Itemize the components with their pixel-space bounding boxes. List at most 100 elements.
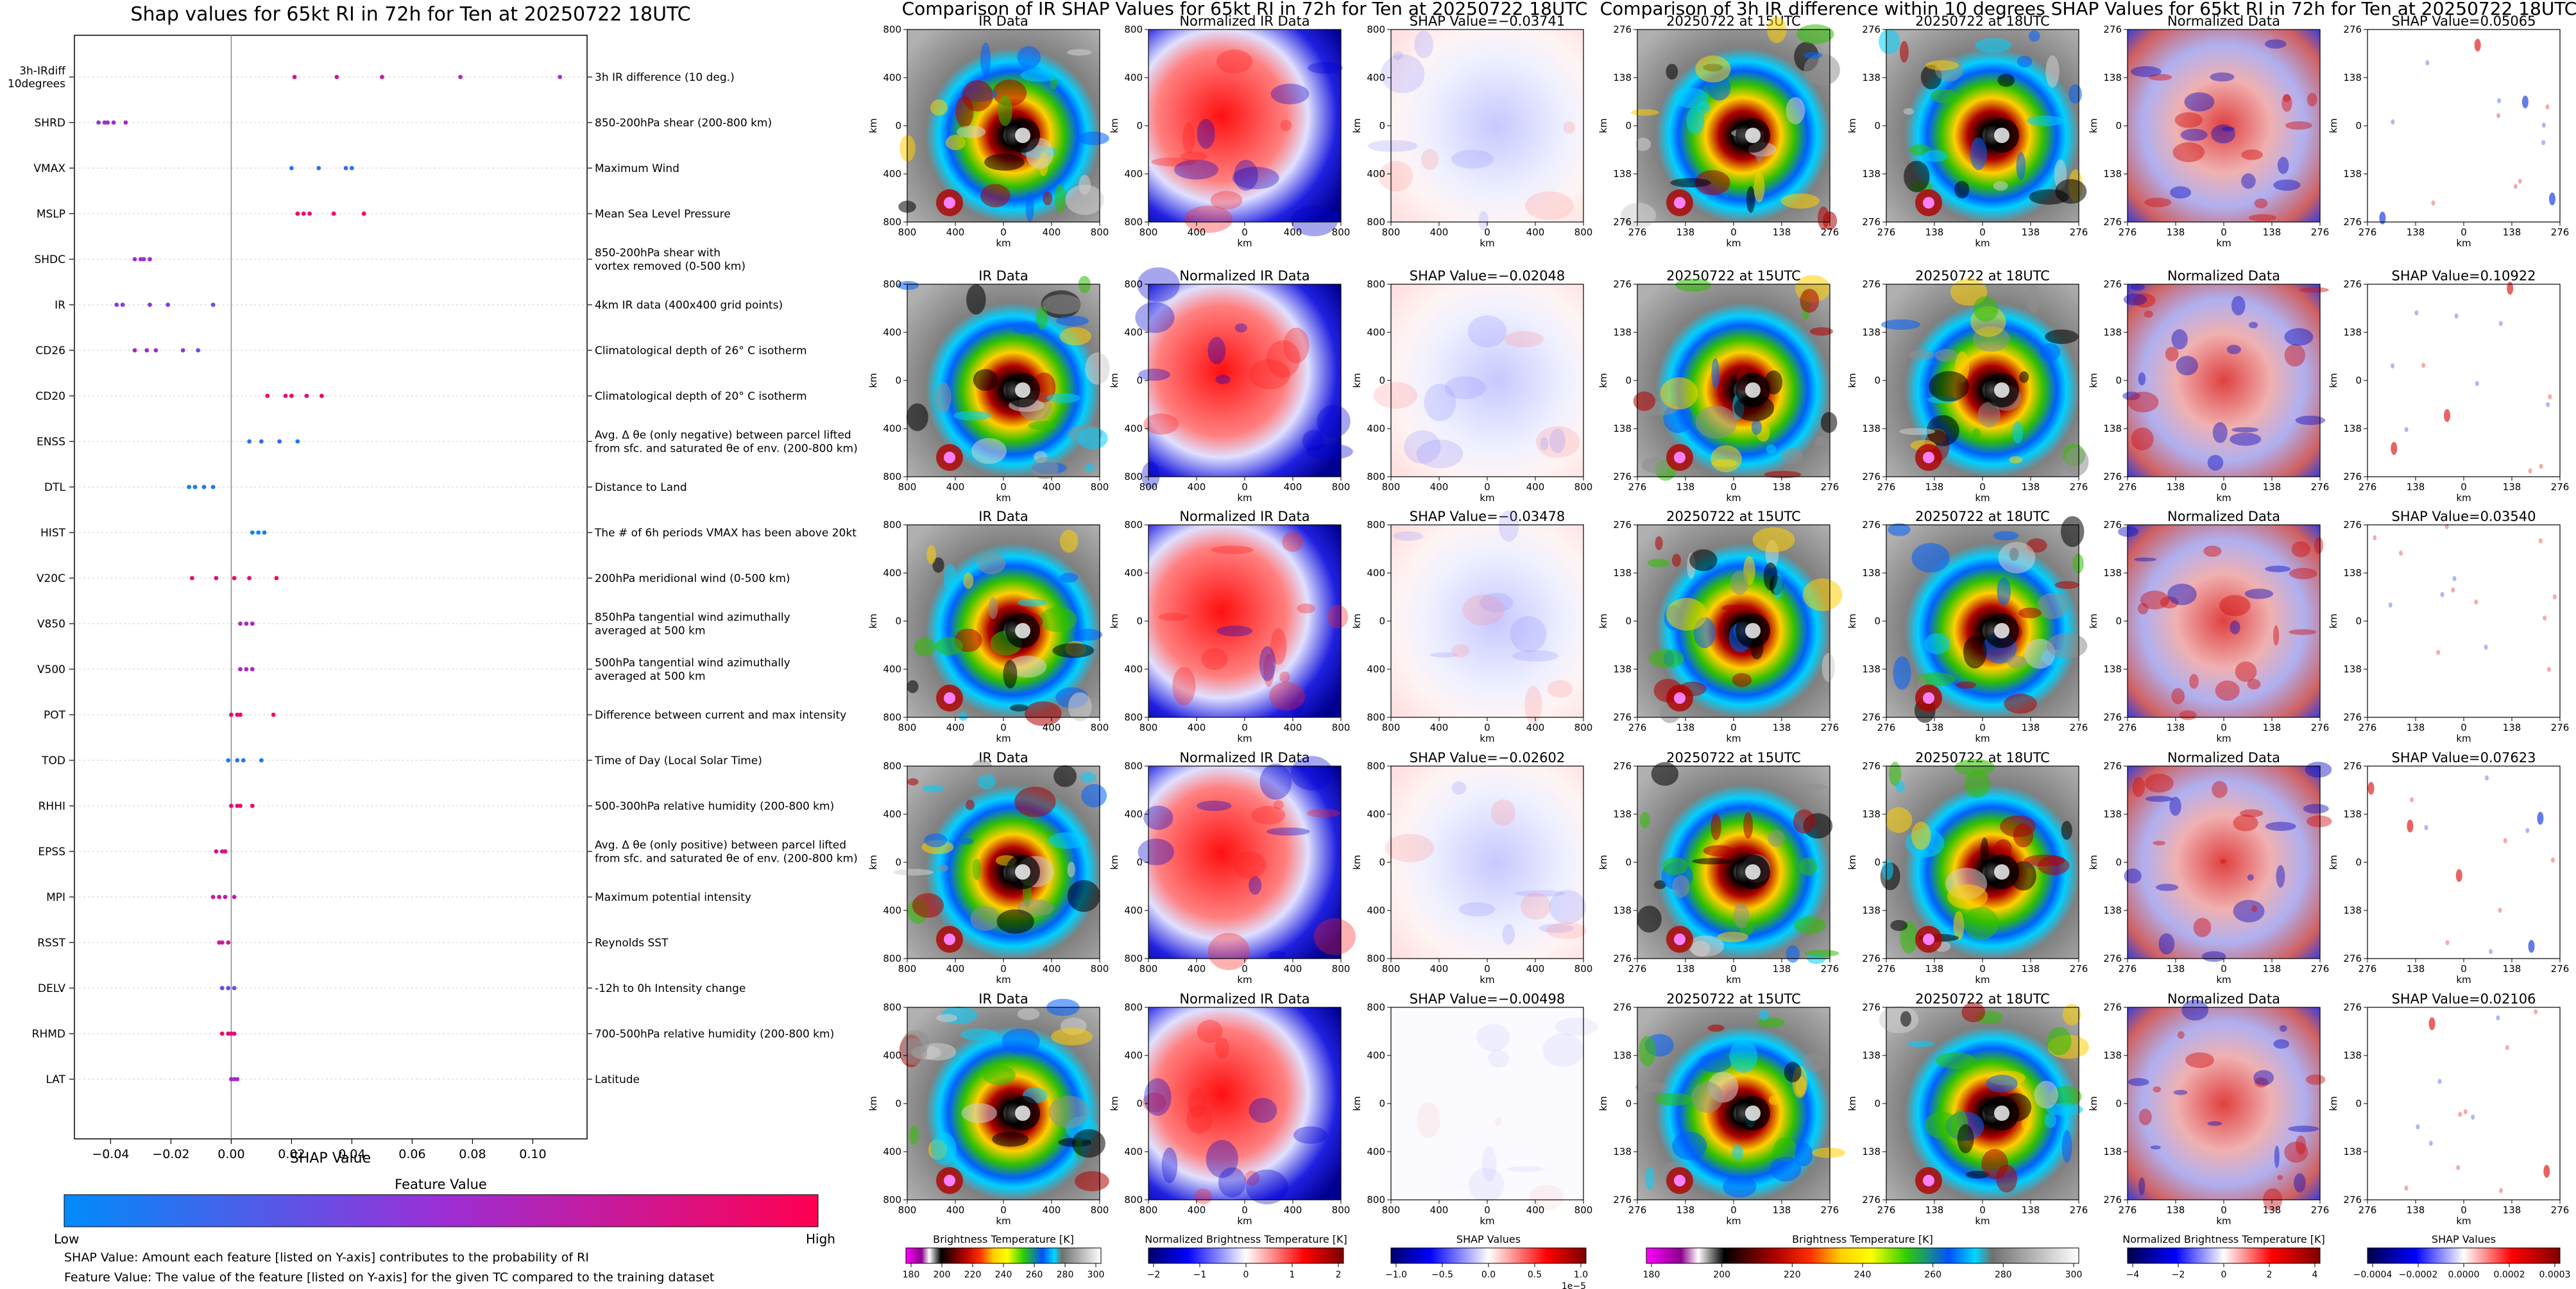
axis-label: km [1351,855,1363,869]
axis-tick-label: 400 [883,808,901,820]
axis-tick-label: 800 [898,1204,917,1216]
axis-tick-label: 400 [1188,1204,1206,1216]
colorbar-tick: 180 [1643,1270,1660,1280]
feature-description: Distance to Land [595,481,687,494]
colorbar-tick: 280 [1995,1270,2012,1280]
axis-tick-label: 138 [1925,226,1944,238]
ir-shap-panel: SHAP Value=−0.02602800800400400004004008… [1351,750,1592,986]
axis-tick-label: 0 [1730,226,1737,238]
colorbar-tick: 300 [2065,1270,2083,1280]
shap-point [96,120,101,125]
axis-tick-label: 138 [1613,72,1632,83]
feature-label-ir: IR [55,299,65,312]
axis-tick-label: 0 [1625,857,1632,868]
axis-tick-label: 276 [1628,722,1647,733]
axis-label: km [2456,974,2471,986]
axis-label: km [1598,855,1609,869]
shap-point [217,894,221,900]
panel-title: SHAP Value=0.02106 [2392,991,2536,1007]
shap-point [250,803,255,808]
axis-tick-label: 138 [2407,481,2425,493]
axis-tick-label: 400 [1188,226,1206,238]
axis-tick-label: 0 [1730,722,1737,733]
axis-tick-label: 276 [2343,519,2362,531]
axis-tick-label: 138 [2103,1050,2122,1061]
axis-tick-label: 276 [2119,226,2137,238]
axis-tick-label: 276 [2103,953,2122,964]
axis-tick-label: 138 [2407,1204,2425,1216]
panel-title: Normalized IR Data [1179,750,1309,765]
feature-label-mslp: MSLP [37,208,65,221]
feature-description: Maximum potential intensity [595,891,751,904]
axis-tick-label: 800 [1124,519,1143,531]
axis-label: km [1598,118,1609,133]
axis-tick-label: 800 [883,1002,901,1013]
axis-tick-label: 800 [1367,471,1385,482]
axis-label: km [1351,1096,1363,1111]
diff-shap-panel: SHAP Value=0.021062762761381380013813827… [2328,991,2569,1227]
axis-tick-label: 800 [1139,1204,1158,1216]
ir-15utc-panel: 20250722 at 15UTC27627613813800138138276… [1598,509,1843,744]
axis-label: km [1726,237,1741,249]
axis-tick-label: 276 [1613,471,1632,482]
feature-description: 200hPa meridional wind (0-500 km) [595,572,790,585]
axis-tick-label: 276 [1821,963,1839,975]
axis-tick-label: 0 [1484,963,1490,975]
beeswarm-title: Shap values for 65kt RI in 72h for Ten a… [130,3,690,26]
axis-tick-label: 138 [1862,1146,1881,1157]
axis-tick-label: 400 [1043,481,1061,493]
axis-tick-label: 400 [1430,1204,1449,1216]
axis-tick-label: 800 [1332,226,1351,238]
diff-shap-panel: SHAP Value=0.109222762761381380013813827… [2328,268,2569,504]
ir-shap-colorbar: SHAP Values −1.0 −0.5 0.0 0.5 1.01e−5 [1385,1233,1588,1289]
axis-tick-label: 276 [2103,216,2122,228]
axis-tick-label: 0 [1625,615,1632,627]
shap-point [229,712,234,717]
axis-label: km [1351,118,1363,133]
shap-point [229,1031,234,1036]
axis-tick-label: 276 [1613,1194,1632,1206]
axis-tick-label: 276 [2551,1204,2570,1216]
axis-tick-label: 276 [2103,519,2122,531]
axis-tick-label: 0 [1874,1098,1881,1109]
axis-tick-label: 138 [2263,226,2282,238]
axis-tick-label: 276 [2343,953,2362,964]
axis-tick-label: 0 [1241,963,1248,975]
shap-point [235,803,240,808]
axis-label: km [2088,118,2099,133]
axis-tick-label: 138 [2103,567,2122,579]
axis-label: km [1480,974,1494,986]
axis-tick-label: 0 [895,615,901,627]
axis-tick-label: 400 [1188,963,1206,975]
colorbar-label: Brightness Temperature [K] [933,1233,1074,1245]
colorbar-tick: 200 [934,1270,951,1280]
axis-tick-label: 400 [1367,905,1385,916]
feature-label-cd20: CD20 [35,390,65,403]
ir-shap-panel: SHAP Value=−0.03478800800400400004004008… [1351,509,1592,744]
diff-shap-panel: SHAP Value=0.076232762761381380013813827… [2328,750,2569,986]
normalized-diff-panel: Normalized Data2762761381380013813827627… [2088,268,2329,504]
feature-description: Reynolds SST [595,937,669,950]
shap-point [141,257,146,262]
axis-tick-label: 276 [2103,712,2122,723]
axis-tick-label: 276 [2070,481,2088,493]
axis-tick-label: 138 [2167,722,2185,733]
shap-point [238,621,243,626]
shap-point [271,712,276,717]
axis-tick-label: 138 [2343,327,2362,338]
shap-point [307,211,312,216]
axis-tick-label: 400 [1430,481,1449,493]
axis-tick-label: 400 [1526,481,1545,493]
shap-point [189,576,194,581]
axis-tick-label: 138 [2503,722,2521,733]
axis-tick-label: 800 [1382,481,1401,493]
axis-tick-label: 276 [1862,1002,1881,1013]
shap-point [350,166,354,171]
axis-label: km [1480,1215,1494,1227]
axis-tick-label: 800 [1367,24,1385,35]
feature-label-v20c: V20C [37,572,65,585]
feature-description: 3h IR difference (10 deg.) [595,71,735,84]
colorbar-high-label: High [806,1231,835,1247]
axis-label: km [2216,492,2231,504]
